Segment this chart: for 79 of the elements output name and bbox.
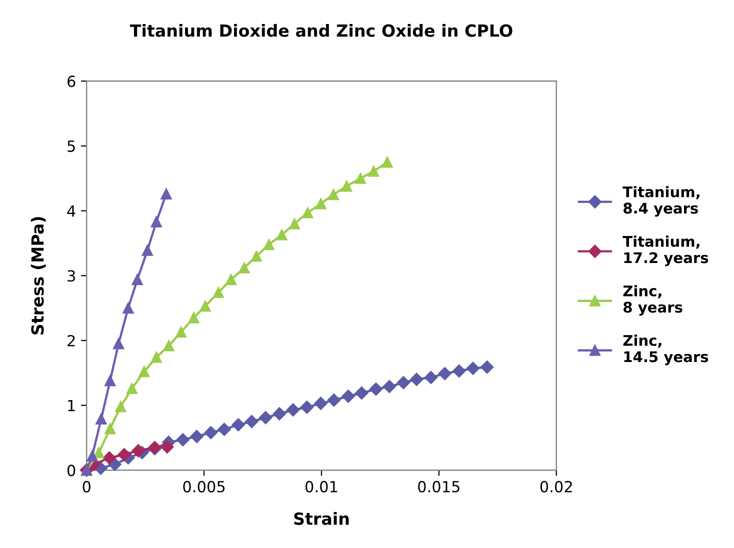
point	[226, 274, 237, 286]
point	[138, 366, 150, 378]
point	[396, 376, 410, 390]
point	[212, 286, 224, 298]
y-tick-label: 6	[68, 76, 76, 88]
point	[132, 274, 143, 286]
point	[126, 382, 138, 394]
point	[466, 362, 480, 375]
point	[424, 370, 438, 384]
point	[188, 312, 200, 324]
point	[368, 166, 380, 177]
point	[238, 262, 250, 274]
point	[115, 401, 126, 412]
point	[342, 390, 355, 403]
legend-label: Titanium, 8.4 years	[622, 186, 700, 217]
point	[102, 451, 116, 464]
point	[259, 411, 272, 424]
point	[328, 189, 340, 200]
point	[104, 423, 116, 434]
point	[272, 407, 286, 420]
point	[314, 396, 328, 410]
legend-label: Titanium, 17.2 years	[622, 236, 708, 266]
x-axis-title: Strain	[294, 512, 349, 525]
point	[160, 188, 172, 200]
point	[288, 218, 300, 230]
point	[354, 172, 366, 184]
point	[369, 382, 383, 396]
point	[122, 302, 134, 314]
x-tick-label: 0.02	[540, 480, 572, 492]
point	[104, 375, 116, 386]
y-axis-title: Stress (MPa)	[30, 217, 46, 334]
point	[132, 444, 145, 458]
chart-title: Titanium Dioxide and Zinc Oxide in CPLO	[130, 24, 512, 37]
point	[200, 300, 211, 312]
point	[382, 156, 393, 168]
point	[480, 360, 494, 374]
point	[118, 448, 131, 462]
point	[96, 413, 107, 425]
legend-label: Zinc, 8 years	[623, 285, 682, 316]
point	[327, 394, 341, 407]
point	[190, 430, 204, 444]
point	[300, 400, 314, 414]
point	[163, 340, 174, 352]
point	[86, 450, 98, 462]
x-tick-label: 0.005	[183, 480, 225, 492]
y-tick-label: 2	[68, 334, 75, 346]
point	[160, 440, 174, 454]
point	[175, 326, 187, 338]
point	[150, 352, 162, 363]
point	[250, 250, 262, 262]
x-tick-label: 0.01	[305, 480, 338, 492]
point	[410, 372, 424, 386]
x-tick-label: 0	[82, 480, 90, 492]
y-tick-label: 5	[68, 140, 75, 152]
point	[302, 207, 314, 218]
point	[204, 426, 218, 440]
point	[142, 244, 153, 256]
legend-label: Zinc, 14.5 years	[623, 334, 708, 366]
y-tick-label: 0	[67, 464, 76, 476]
point	[245, 414, 258, 428]
y-tick-label: 1	[68, 400, 75, 412]
point	[315, 198, 326, 210]
x-tick-label: 0.015	[418, 480, 460, 492]
point	[150, 216, 162, 228]
y-tick-label: 4	[67, 205, 76, 217]
y-tick-label: 3	[68, 270, 75, 282]
point	[176, 433, 190, 446]
point	[382, 380, 396, 394]
point	[232, 418, 245, 432]
point	[276, 229, 288, 240]
point	[263, 238, 274, 250]
point	[452, 364, 466, 378]
point	[355, 386, 368, 400]
point	[93, 447, 104, 458]
point	[218, 422, 231, 436]
point	[438, 366, 452, 380]
point	[113, 338, 124, 350]
point	[286, 403, 300, 416]
point	[341, 180, 352, 192]
